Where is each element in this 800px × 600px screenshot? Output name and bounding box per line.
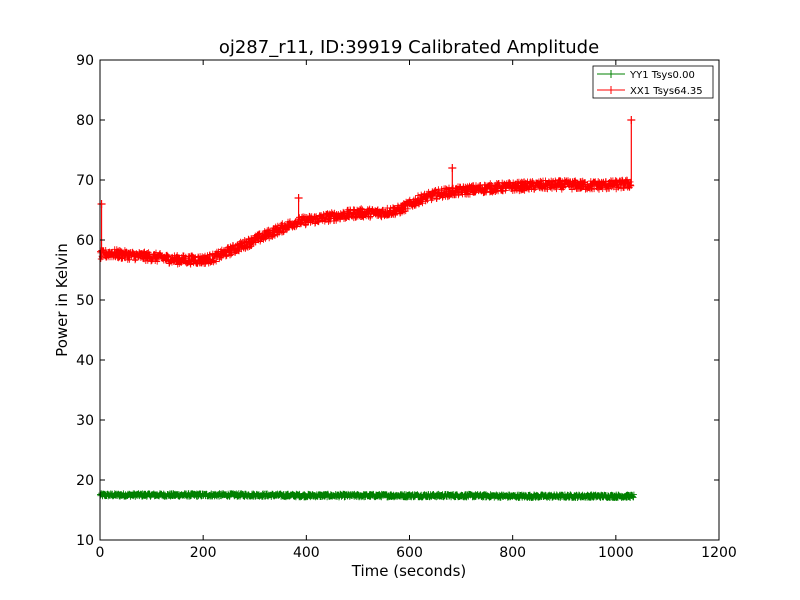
legend-box bbox=[592, 65, 714, 99]
series-2 bbox=[97, 116, 636, 268]
y-tick-label: 30 bbox=[76, 413, 94, 429]
y-tick-label: 80 bbox=[76, 113, 94, 129]
spike-marker bbox=[294, 194, 303, 202]
y-tick-label: 40 bbox=[76, 353, 94, 369]
legend-marker bbox=[607, 86, 615, 94]
x-axis-label: Time (seconds) bbox=[351, 562, 467, 580]
chart-title: oj287_r11, ID:39919 Calibrated Amplitude bbox=[219, 37, 599, 58]
spike-marker bbox=[448, 164, 457, 172]
y-tick-label: 60 bbox=[76, 233, 94, 249]
plot-area bbox=[100, 60, 719, 540]
y-tick-label: 90 bbox=[76, 53, 94, 69]
legend-entries: YY1 Tsys0.00 XX1 Tsys64.35 bbox=[597, 70, 703, 97]
y-tick-label: 20 bbox=[76, 473, 94, 489]
spike-marker bbox=[627, 116, 636, 124]
series-layer bbox=[97, 116, 637, 501]
y-tick-label: 50 bbox=[76, 293, 94, 309]
x-tick-label: 800 bbox=[499, 545, 526, 561]
spike-marker bbox=[97, 200, 106, 208]
x-tick-label: 1000 bbox=[598, 545, 634, 561]
x-tick-label: 400 bbox=[293, 545, 320, 561]
x-tick-label: 600 bbox=[396, 545, 423, 561]
legend-label: YY1 Tsys0.00 bbox=[629, 70, 695, 81]
y-axis-label: Power in Kelvin bbox=[53, 243, 71, 357]
y-tick-label: 10 bbox=[76, 533, 94, 549]
x-tick-label: 1200 bbox=[701, 545, 737, 561]
x-tick-label: 200 bbox=[190, 545, 217, 561]
y-tick-label: 70 bbox=[76, 173, 94, 189]
legend: YY1 Tsys0.00 XX1 Tsys64.35 bbox=[592, 65, 714, 99]
ticks-layer: 0 200 400 600 800 1000 1200 10 20 30 40 50 60 70 80 90 bbox=[76, 53, 737, 561]
legend-label: XX1 Tsys64.35 bbox=[630, 86, 703, 97]
legend-marker bbox=[607, 70, 615, 78]
x-tick-label: 0 bbox=[96, 545, 105, 561]
